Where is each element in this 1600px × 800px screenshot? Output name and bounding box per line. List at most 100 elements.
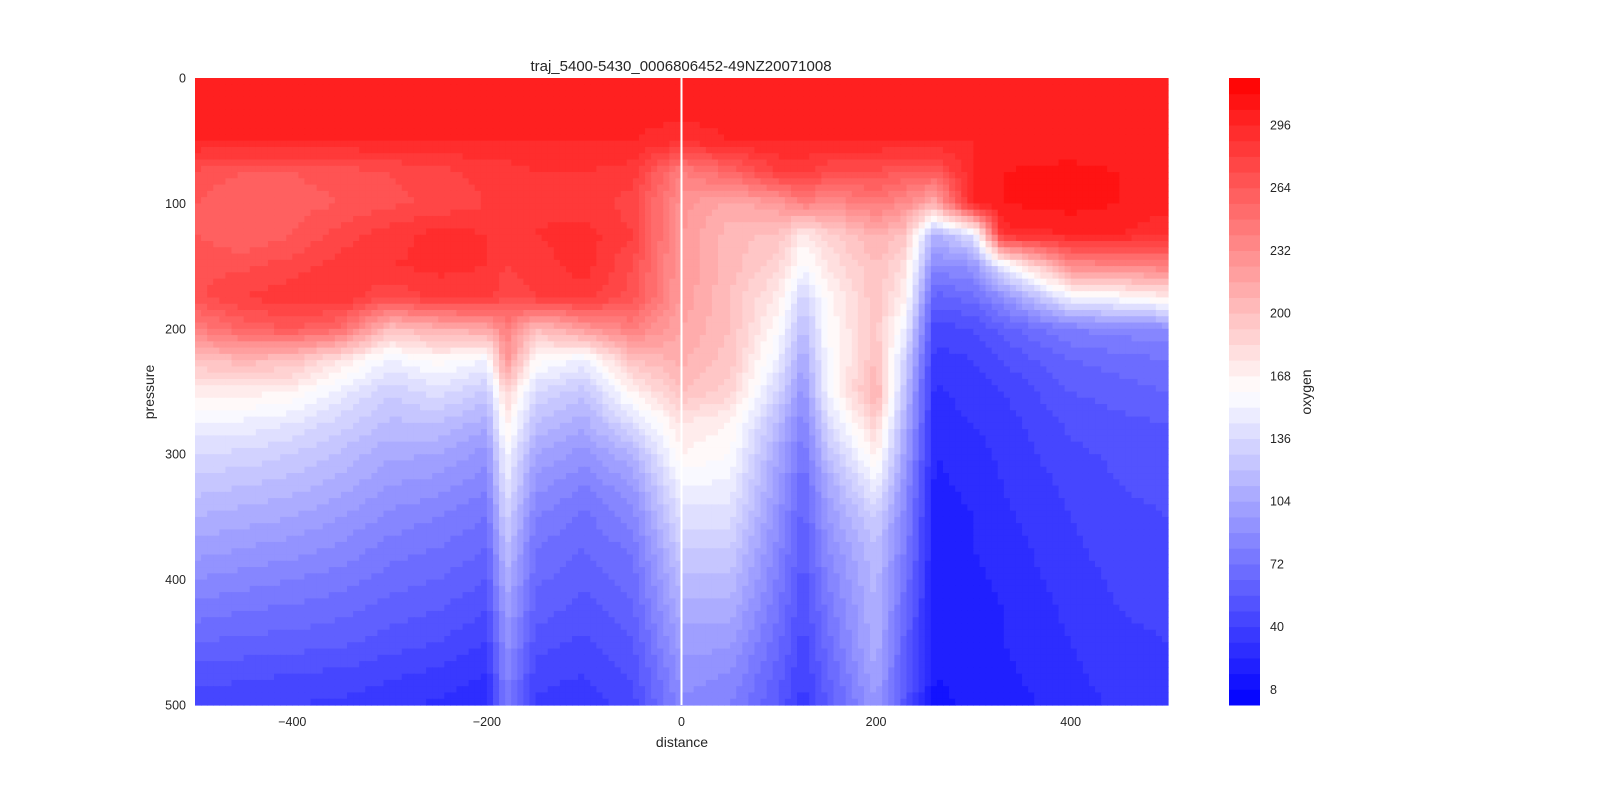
heatmap-cell [949,166,956,173]
heatmap-cell [596,185,603,192]
heatmap-cell [736,103,743,110]
heatmap-cell [1101,185,1108,192]
heatmap-cell [1077,128,1084,135]
heatmap-cell [870,222,877,229]
heatmap-cell [1004,153,1011,160]
heatmap-cell [548,185,555,192]
heatmap-cell [1065,235,1072,242]
heatmap-cell [651,141,658,148]
heatmap-cell [1052,153,1059,160]
heatmap-cell [846,266,853,273]
heatmap-cell [621,222,628,229]
heatmap-cell [973,128,980,135]
heatmap-cell [463,147,470,154]
heatmap-cell [907,134,914,141]
heatmap-cell [365,260,372,267]
heatmap-cell [1059,166,1066,173]
heatmap-cell [420,216,427,223]
heatmap-cell [694,191,701,198]
heatmap-cell [943,203,950,210]
heatmap-cell [231,203,238,210]
heatmap-cell [201,78,208,85]
heatmap-cell [323,254,330,261]
heatmap-cell [706,241,713,248]
heatmap-cell [888,197,895,204]
heatmap-cell [560,266,567,273]
heatmap-cell [432,97,439,104]
heatmap-cell [882,210,889,217]
heatmap-cell [262,191,269,198]
heatmap-cell [754,122,761,129]
heatmap-cell [870,197,877,204]
heatmap-cell [420,235,427,242]
heatmap-cell [900,247,907,254]
heatmap-cell [913,241,920,248]
heatmap-cell [888,147,895,154]
heatmap-cell [888,235,895,242]
heatmap-cell [231,84,238,91]
heatmap-cell [876,172,883,179]
heatmap-cell [876,197,883,204]
heatmap-cell [1010,191,1017,198]
heatmap-cell [499,185,506,192]
heatmap-cell [797,97,804,104]
heatmap-cell [694,178,701,185]
heatmap-cell [1077,178,1084,185]
heatmap-cell [615,172,622,179]
heatmap-cell [712,134,719,141]
heatmap-cell [1101,191,1108,198]
heatmap-cell [298,222,305,229]
heatmap-cell [967,160,974,167]
heatmap-cell [888,185,895,192]
heatmap-cell [268,191,275,198]
heatmap-cell [402,141,409,148]
heatmap-cell [402,254,409,261]
heatmap-cell [554,185,561,192]
heatmap-cell [730,197,737,204]
heatmap-cell [602,178,609,185]
heatmap-cell [821,172,828,179]
heatmap-cell [834,222,841,229]
heatmap-cell [1144,260,1151,267]
heatmap-cell [949,147,956,154]
heatmap-cell [1040,241,1047,248]
heatmap-cell [1138,97,1145,104]
heatmap-cell [1113,216,1120,223]
heatmap-cell [414,197,421,204]
heatmap-cell [821,235,828,242]
heatmap-cell [864,141,871,148]
heatmap-cell [773,84,780,91]
heatmap-cell [359,78,366,85]
heatmap-cell [742,122,749,129]
heatmap-cell [1144,235,1151,242]
heatmap-cell [1125,266,1132,273]
heatmap-cell [493,128,500,135]
heatmap-cell [888,166,895,173]
heatmap-cell [1004,178,1011,185]
heatmap-cell [529,91,536,98]
heatmap-cell [359,266,366,273]
heatmap-cell [797,141,804,148]
heatmap-cell [846,172,853,179]
heatmap-cell [256,185,263,192]
heatmap-cell [633,78,640,85]
heatmap-cell [219,166,226,173]
heatmap-cell [621,128,628,135]
heatmap-cell [1083,191,1090,198]
heatmap-cell [967,153,974,160]
heatmap-cell [827,228,834,235]
heatmap-cell [986,147,993,154]
heatmap-cell [894,172,901,179]
heatmap-cell [596,260,603,267]
heatmap-cell [639,103,646,110]
heatmap-cell [657,116,664,123]
heatmap-cell [329,153,336,160]
heatmap-cell [469,128,476,135]
heatmap-cell [371,103,378,110]
heatmap-cell [925,247,932,254]
heatmap-cell [986,260,993,267]
heatmap-cell [645,122,652,129]
heatmap-cell [396,160,403,167]
heatmap-cell [1113,247,1120,254]
heatmap-cell [590,228,597,235]
